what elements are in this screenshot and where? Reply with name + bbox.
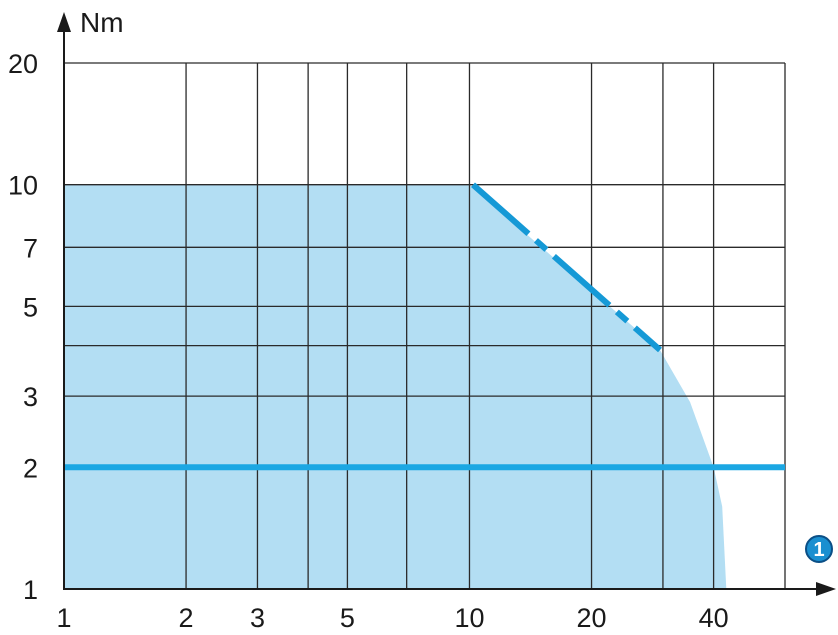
- y-tick-label: 7: [23, 233, 38, 263]
- x-tick-label: 20: [577, 603, 607, 633]
- dashed-limit-line: [471, 182, 662, 353]
- x-tick-label: 2: [179, 603, 194, 633]
- x-tick-label: 3: [250, 603, 265, 633]
- axis-layer: Nm 1: [57, 7, 836, 596]
- tick-layer: 1 2 3 5 10 20 40 1 2 3 5 7 10 20: [8, 49, 729, 633]
- marker-circle-icon: [805, 535, 833, 563]
- y-tick-label: 5: [23, 292, 38, 322]
- y-tick-label: 3: [23, 382, 38, 412]
- x-axis-arrow-icon: [816, 582, 836, 596]
- area-layer: [64, 184, 727, 589]
- x-tick-label: 10: [454, 603, 484, 633]
- x-tick-label: 40: [699, 603, 729, 633]
- y-axis-arrow-icon: [57, 12, 71, 32]
- line-layer: [64, 182, 785, 471]
- safe-operating-area: [64, 184, 727, 589]
- y-tick-label: 10: [8, 171, 38, 201]
- x-tick-label: 5: [340, 603, 355, 633]
- x-axis-marker-label: 1: [813, 539, 824, 561]
- y-tick-label: 20: [8, 49, 38, 79]
- y-axis-label: Nm: [80, 7, 124, 38]
- y-tick-label: 2: [23, 453, 38, 483]
- x-axis-marker-badge: 1: [805, 535, 833, 563]
- y-tick-label: 1: [23, 575, 38, 605]
- x-tick-label: 1: [56, 603, 71, 633]
